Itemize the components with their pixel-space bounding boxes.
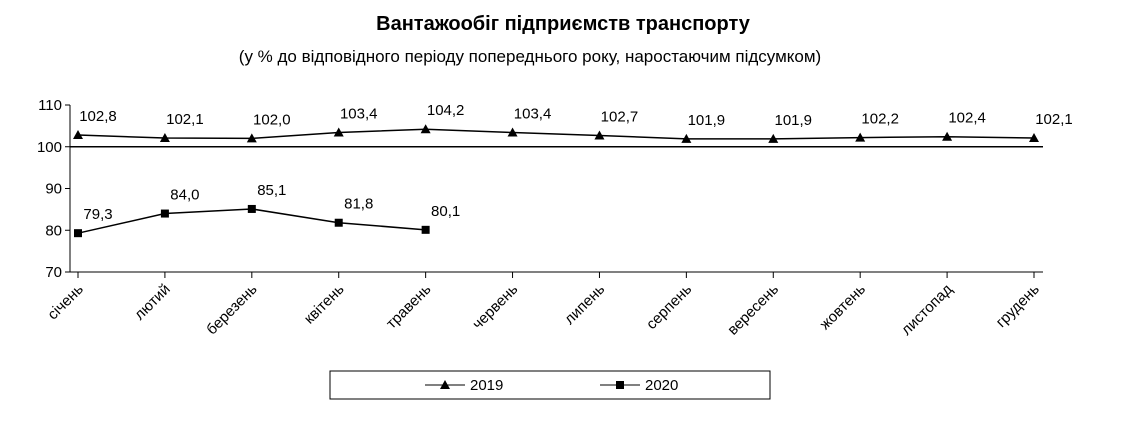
chart-title: Вантажообіг підприємств транспорту [376, 13, 751, 35]
x-tick-label: березень [203, 281, 261, 339]
point [246, 133, 257, 143]
x-tick-label: листопад [898, 281, 956, 339]
series-line [77, 128, 1035, 140]
x-tick-label: січень [44, 281, 87, 324]
x-tick-label: серпень [643, 281, 695, 333]
x-tick-label: вересень [724, 281, 782, 339]
legend-label: 2020 [645, 377, 678, 394]
y-tick-label: 80 [45, 222, 62, 239]
value-label: 102,4 [948, 110, 986, 127]
value-label: 80,1 [431, 203, 460, 220]
point [333, 127, 344, 137]
point [942, 131, 953, 141]
value-label: 102,2 [861, 111, 899, 128]
point [159, 132, 170, 142]
x-tick-label: лютий [131, 281, 174, 324]
value-label: 104,2 [427, 102, 465, 119]
point [616, 381, 624, 389]
y-tick-label: 110 [38, 97, 62, 114]
x-tick-label: червень [469, 281, 521, 333]
value-label: 85,1 [257, 182, 286, 199]
y-tick-label: 100 [37, 139, 62, 156]
value-label: 102,1 [166, 111, 204, 128]
point [160, 209, 169, 218]
y-tick-label: 70 [45, 264, 62, 281]
point [247, 204, 256, 213]
value-label: 102,8 [79, 108, 117, 125]
point [334, 218, 343, 227]
value-label: 102,7 [601, 108, 639, 125]
value-label: 84,0 [170, 187, 199, 204]
legend-box [329, 370, 771, 400]
value-label: 102,1 [1035, 111, 1073, 128]
point [421, 225, 430, 234]
value-label: 79,3 [83, 206, 112, 223]
value-label: 81,8 [344, 196, 373, 213]
x-tick-label: грудень [993, 281, 1043, 331]
point [507, 127, 518, 137]
x-tick-label: квітень [301, 281, 348, 328]
legend-label: 2019 [470, 377, 503, 394]
point [681, 133, 692, 143]
chart-subtitle: (у % до відповідного періоду попередньог… [239, 47, 821, 66]
value-label: 101,9 [688, 112, 726, 129]
x-tick-label: липень [561, 281, 608, 328]
x-tick-label: травень [383, 281, 435, 333]
point [594, 130, 605, 140]
point [440, 380, 450, 389]
point [1029, 132, 1039, 142]
point [73, 130, 83, 140]
value-label: 101,9 [774, 112, 812, 129]
x-tick-label: жовтень [817, 281, 870, 334]
point [768, 133, 779, 143]
value-label: 103,4 [514, 106, 552, 123]
value-label: 103,4 [340, 106, 378, 123]
point [74, 229, 82, 238]
point [855, 132, 866, 142]
value-label: 102,0 [253, 111, 291, 128]
y-tick-label: 90 [45, 181, 62, 198]
point [420, 124, 431, 134]
